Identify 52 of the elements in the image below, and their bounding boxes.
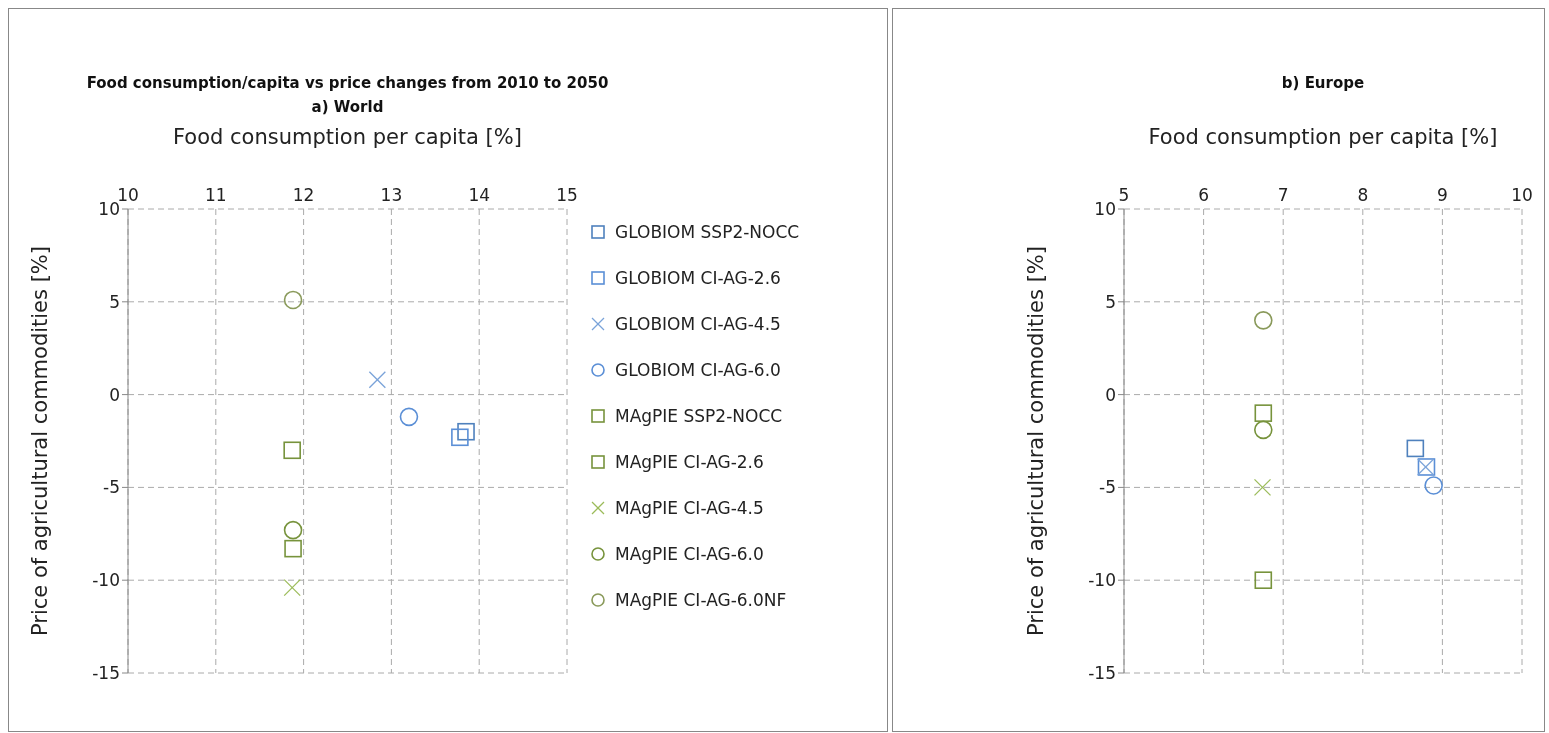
legend-label: GLOBIOM CI-AG-4.5 bbox=[615, 314, 781, 334]
y-tick-label: -5 bbox=[1099, 477, 1116, 498]
x-tick-label: 5 bbox=[1118, 185, 1130, 205]
x-tick-label: 10 bbox=[1511, 185, 1533, 205]
chart-title: b) Europe bbox=[1280, 73, 1366, 94]
x-tick-label: 13 bbox=[380, 185, 403, 205]
y-tick-label: -10 bbox=[92, 570, 120, 591]
y-tick-label: 0 bbox=[109, 384, 120, 405]
y-tick-label: 10 bbox=[1094, 199, 1116, 220]
x-axis-title: Food consumption per capita [%] bbox=[1147, 125, 1499, 149]
x-tick-label: 9 bbox=[1436, 185, 1448, 205]
chart-title: Food consumption/capita vs price changes from 2010 to 2050 bbox=[85, 73, 610, 94]
legend-label: MAgPIE CI-AG-2.6 bbox=[615, 452, 764, 472]
legend-label: MAgPIE SSP2-NOCC bbox=[615, 406, 783, 426]
y-axis-title: Price of agricultural commodities [%] bbox=[1024, 246, 1049, 636]
y-tick-label: -15 bbox=[1088, 663, 1116, 684]
legend-label: MAgPIE CI-AG-4.5 bbox=[615, 498, 764, 518]
point bbox=[283, 290, 303, 310]
point bbox=[457, 422, 475, 441]
point bbox=[1254, 571, 1273, 589]
y-tick-label: -10 bbox=[1088, 570, 1116, 591]
point bbox=[1254, 420, 1273, 440]
y-tick-label: -15 bbox=[92, 663, 120, 684]
point bbox=[1254, 311, 1273, 330]
x-tick-label: 15 bbox=[556, 185, 578, 205]
point bbox=[283, 520, 303, 540]
x-tick-label: 6 bbox=[1198, 185, 1210, 205]
x-axis-title: Food consumption per capita [%] bbox=[172, 125, 523, 149]
y-tick-label: -5 bbox=[103, 477, 120, 498]
y-tick-label: 5 bbox=[1105, 291, 1116, 312]
y-tick-label: 5 bbox=[109, 291, 120, 312]
y-tick-label: 10 bbox=[98, 199, 120, 220]
x-tick-label: 11 bbox=[204, 185, 227, 205]
point bbox=[283, 441, 301, 460]
point bbox=[399, 407, 419, 427]
x-tick-label: 12 bbox=[292, 185, 315, 205]
legend-label: GLOBIOM CI-AG-2.6 bbox=[615, 268, 781, 288]
x-tick-label: 14 bbox=[468, 185, 491, 205]
chart-subtitle: a) World bbox=[310, 97, 385, 118]
point bbox=[1254, 404, 1273, 422]
legend-label: MAgPIE CI-AG-6.0NF bbox=[615, 590, 787, 610]
y-tick-label: 0 bbox=[1105, 384, 1116, 405]
legend-label: GLOBIOM CI-AG-6.0 bbox=[615, 360, 781, 380]
legend-label: MAgPIE CI-AG-6.0 bbox=[615, 544, 764, 564]
point bbox=[284, 539, 302, 558]
y-axis-title: Price of agricultural commodities [%] bbox=[28, 246, 53, 636]
x-tick-label: 8 bbox=[1357, 185, 1369, 205]
legend-label: GLOBIOM SSP2-NOCC bbox=[615, 222, 800, 242]
point bbox=[1424, 476, 1443, 495]
x-tick-label: 7 bbox=[1277, 185, 1289, 205]
point bbox=[451, 428, 469, 447]
point bbox=[1406, 439, 1425, 458]
